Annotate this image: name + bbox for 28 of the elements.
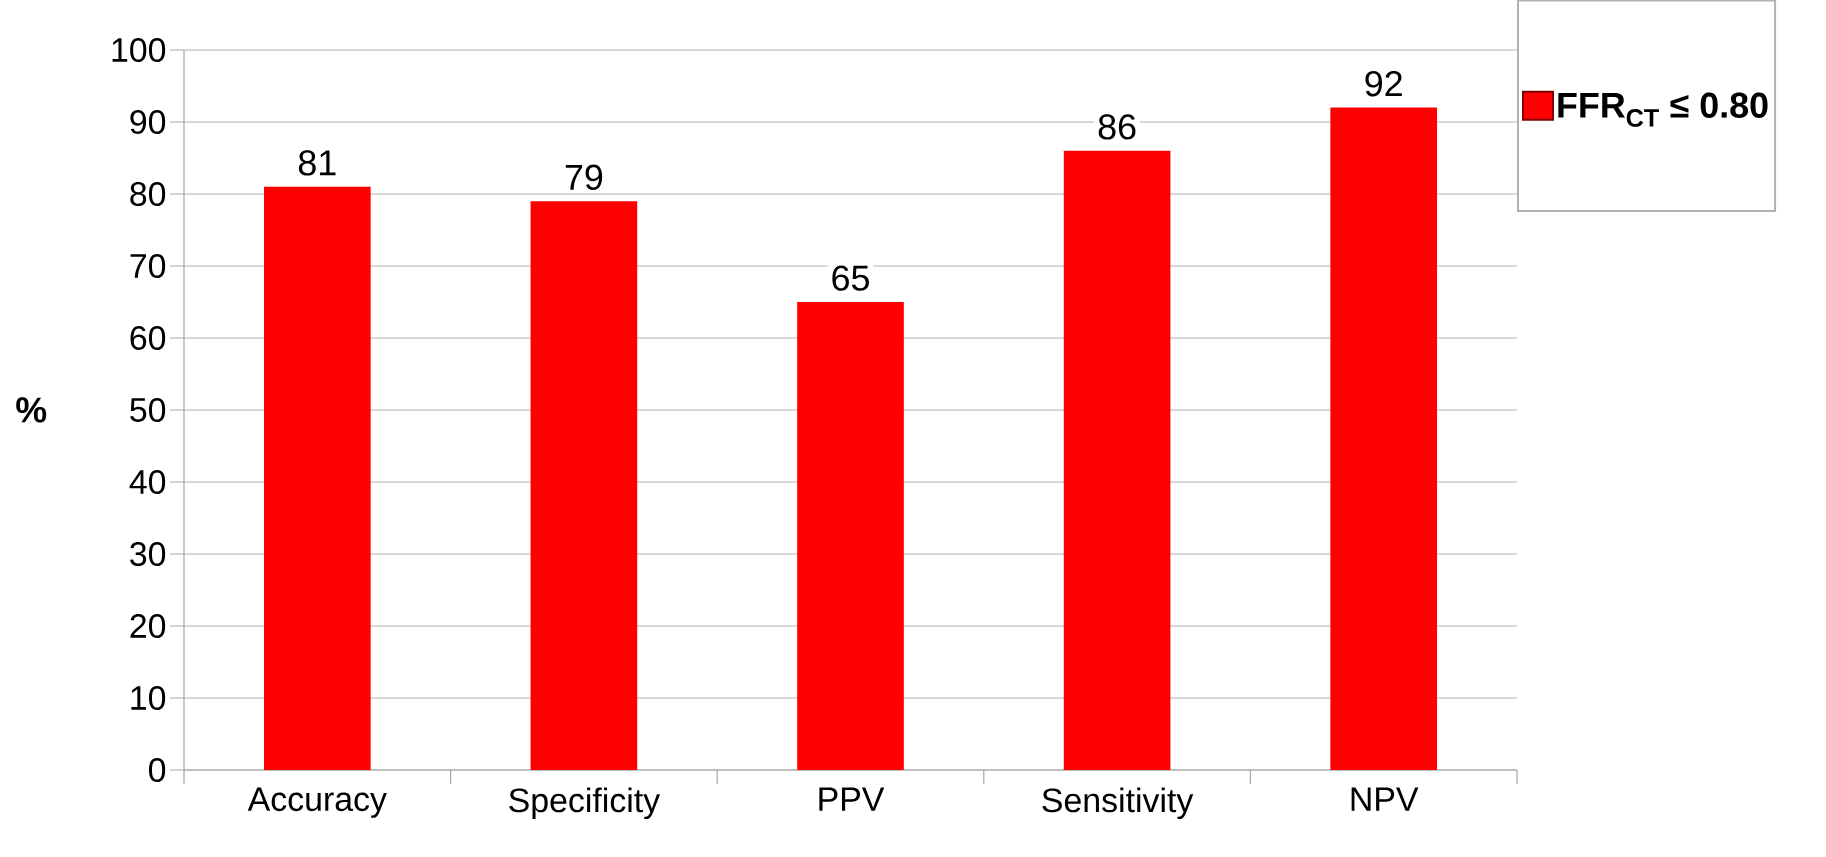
y-tick-label: 20 bbox=[130, 613, 166, 638]
y-tick-label: 70 bbox=[130, 253, 166, 278]
legend-label: FFR$_{CT}$ ≤ 0.80 bbox=[1558, 92, 1768, 127]
bar bbox=[1330, 107, 1438, 770]
y-tick-label: 60 bbox=[130, 325, 166, 350]
x-tick-label: NPV bbox=[1351, 787, 1419, 811]
data-label: 65 bbox=[832, 265, 869, 291]
y-tick-label: 0 bbox=[148, 757, 166, 782]
bar bbox=[797, 301, 904, 770]
y-tick-label: 50 bbox=[130, 397, 166, 422]
y-tick-label: 40 bbox=[129, 469, 166, 494]
y-tick-label: 90 bbox=[130, 109, 166, 134]
y-tick-label: 100 bbox=[112, 37, 166, 62]
data-label: 79 bbox=[565, 164, 603, 190]
bar bbox=[263, 186, 371, 770]
data-label: 81 bbox=[298, 150, 336, 176]
bar bbox=[530, 201, 638, 770]
data-label: 86 bbox=[1098, 114, 1136, 140]
x-tick-label: Sensitivity bbox=[1042, 787, 1194, 820]
y-tick-label: 30 bbox=[130, 541, 166, 566]
x-tick-label: Specificity bbox=[509, 787, 661, 820]
x-tick-label: PPV bbox=[819, 787, 885, 811]
y-axis-title: % bbox=[16, 397, 47, 423]
y-tick-label: 10 bbox=[131, 685, 166, 710]
y-tick-label: 80 bbox=[130, 181, 166, 206]
bar bbox=[1063, 150, 1171, 770]
data-label: 92 bbox=[1365, 71, 1402, 97]
x-tick-label: Accuracy bbox=[247, 787, 387, 818]
